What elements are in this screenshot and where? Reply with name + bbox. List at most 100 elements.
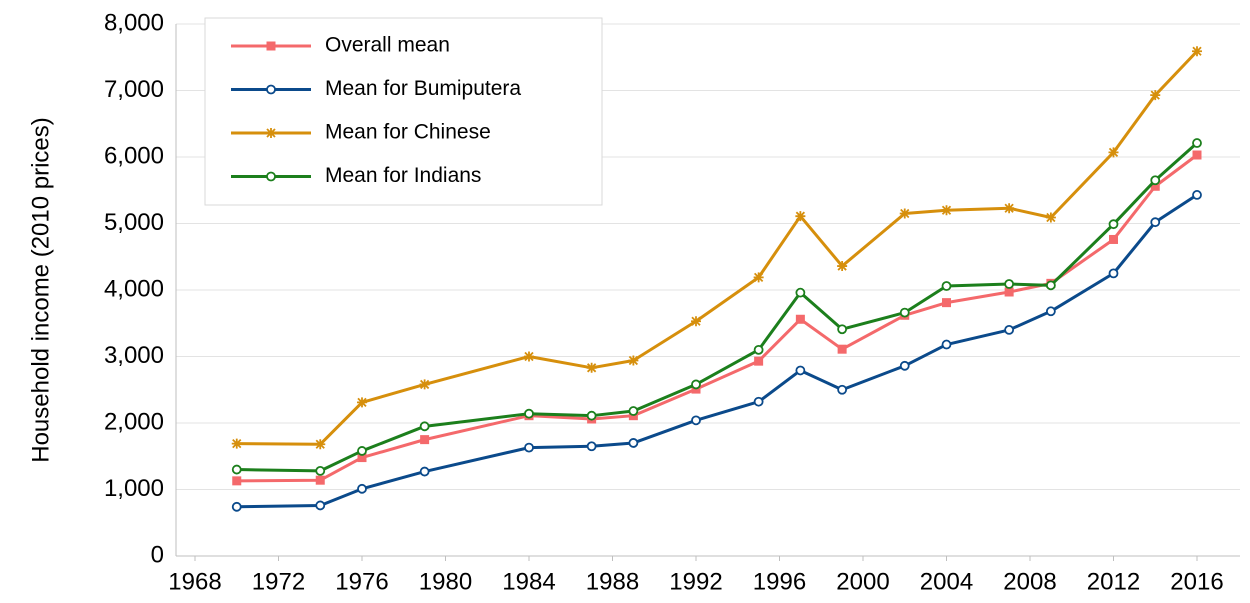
x-tick-label: 1992 bbox=[669, 568, 722, 595]
x-tick-label: 1996 bbox=[753, 568, 806, 595]
marker bbox=[795, 287, 806, 298]
marker bbox=[266, 84, 276, 95]
marker bbox=[691, 379, 701, 390]
marker bbox=[1192, 150, 1202, 160]
marker bbox=[1004, 287, 1014, 297]
x-tick-label: 1968 bbox=[168, 568, 221, 595]
y-tick-label: 7,000 bbox=[104, 76, 164, 103]
marker bbox=[357, 446, 367, 456]
marker bbox=[795, 211, 806, 222]
marker bbox=[1108, 147, 1119, 158]
marker bbox=[357, 397, 367, 408]
marker bbox=[628, 406, 639, 416]
marker bbox=[1109, 234, 1118, 244]
marker bbox=[1150, 181, 1160, 191]
marker bbox=[1108, 219, 1119, 230]
x-tick-label: 1980 bbox=[419, 568, 472, 595]
legend: Overall mean Mean for Bumiputera Mean for … bbox=[204, 17, 603, 206]
marker bbox=[837, 384, 848, 395]
marker bbox=[837, 324, 848, 335]
marker bbox=[1004, 203, 1015, 214]
marker bbox=[419, 379, 430, 390]
marker bbox=[941, 205, 952, 216]
legend-label: Overall mean bbox=[325, 34, 450, 57]
legend-label: Mean for Bumiputera bbox=[325, 77, 521, 100]
marker bbox=[232, 476, 242, 486]
marker bbox=[1108, 268, 1119, 279]
marker bbox=[1192, 190, 1202, 200]
x-tick-label: 2012 bbox=[1087, 568, 1140, 595]
marker bbox=[231, 501, 242, 512]
marker bbox=[586, 441, 597, 452]
marker bbox=[754, 356, 764, 366]
x-tick-label: 2004 bbox=[920, 568, 973, 595]
marker bbox=[795, 314, 805, 324]
x-tick-label: 1976 bbox=[335, 568, 388, 595]
marker bbox=[691, 316, 701, 327]
marker bbox=[315, 465, 326, 476]
y-tick-label: 4,000 bbox=[104, 275, 164, 302]
marker bbox=[266, 171, 276, 182]
legend-label: Mean for Indians bbox=[325, 164, 481, 187]
marker bbox=[1045, 212, 1056, 223]
marker bbox=[837, 261, 848, 272]
y-axis-label: Household income (2010 prices) bbox=[27, 117, 54, 463]
marker bbox=[941, 281, 952, 291]
marker bbox=[1150, 217, 1161, 228]
marker bbox=[753, 396, 764, 407]
y-tick-label: 3,000 bbox=[104, 342, 164, 369]
marker bbox=[315, 439, 326, 450]
x-tick-label: 1972 bbox=[252, 568, 305, 595]
marker bbox=[941, 339, 952, 350]
series-line bbox=[236, 193, 1198, 509]
marker bbox=[691, 415, 701, 426]
marker bbox=[586, 362, 597, 373]
marker bbox=[899, 360, 910, 371]
marker bbox=[1004, 324, 1015, 335]
series-line bbox=[236, 141, 1198, 473]
y-tick-label: 8,000 bbox=[104, 9, 164, 36]
marker bbox=[524, 351, 534, 362]
marker bbox=[419, 421, 430, 432]
y-tick-label: 6,000 bbox=[104, 142, 164, 169]
x-tick-label: 2016 bbox=[1170, 568, 1223, 595]
marker bbox=[524, 408, 534, 419]
legend-label: Mean for Chinese bbox=[325, 121, 491, 144]
y-tick-label: 0 bbox=[151, 541, 164, 568]
marker bbox=[266, 128, 276, 138]
y-tick-label: 2,000 bbox=[104, 408, 164, 435]
y-tick-label: 5,000 bbox=[104, 209, 164, 236]
marker bbox=[1192, 46, 1202, 57]
marker bbox=[419, 466, 430, 477]
marker bbox=[1045, 280, 1056, 291]
x-tick-label: 1984 bbox=[502, 568, 555, 595]
marker bbox=[753, 272, 764, 283]
marker bbox=[586, 410, 597, 421]
marker bbox=[357, 453, 367, 463]
marker bbox=[795, 365, 806, 376]
marker bbox=[231, 464, 242, 475]
y-tick-label: 1,000 bbox=[104, 475, 164, 502]
marker bbox=[315, 500, 326, 511]
marker bbox=[942, 298, 951, 308]
x-tick-label: 2000 bbox=[836, 568, 889, 595]
series-line bbox=[236, 50, 1199, 446]
marker bbox=[1045, 306, 1056, 317]
marker bbox=[524, 442, 534, 453]
marker bbox=[837, 344, 847, 354]
marker bbox=[357, 483, 367, 494]
marker bbox=[628, 438, 639, 448]
x-tick-label: 1988 bbox=[586, 568, 639, 595]
marker bbox=[266, 41, 276, 51]
x-tick-label: 2008 bbox=[1003, 568, 1056, 595]
marker bbox=[1150, 90, 1161, 101]
marker bbox=[753, 344, 764, 355]
marker bbox=[1150, 175, 1161, 186]
marker bbox=[899, 208, 910, 219]
marker bbox=[899, 307, 910, 318]
marker bbox=[628, 355, 639, 366]
marker bbox=[1192, 138, 1202, 148]
marker bbox=[315, 475, 325, 485]
marker bbox=[231, 438, 242, 449]
